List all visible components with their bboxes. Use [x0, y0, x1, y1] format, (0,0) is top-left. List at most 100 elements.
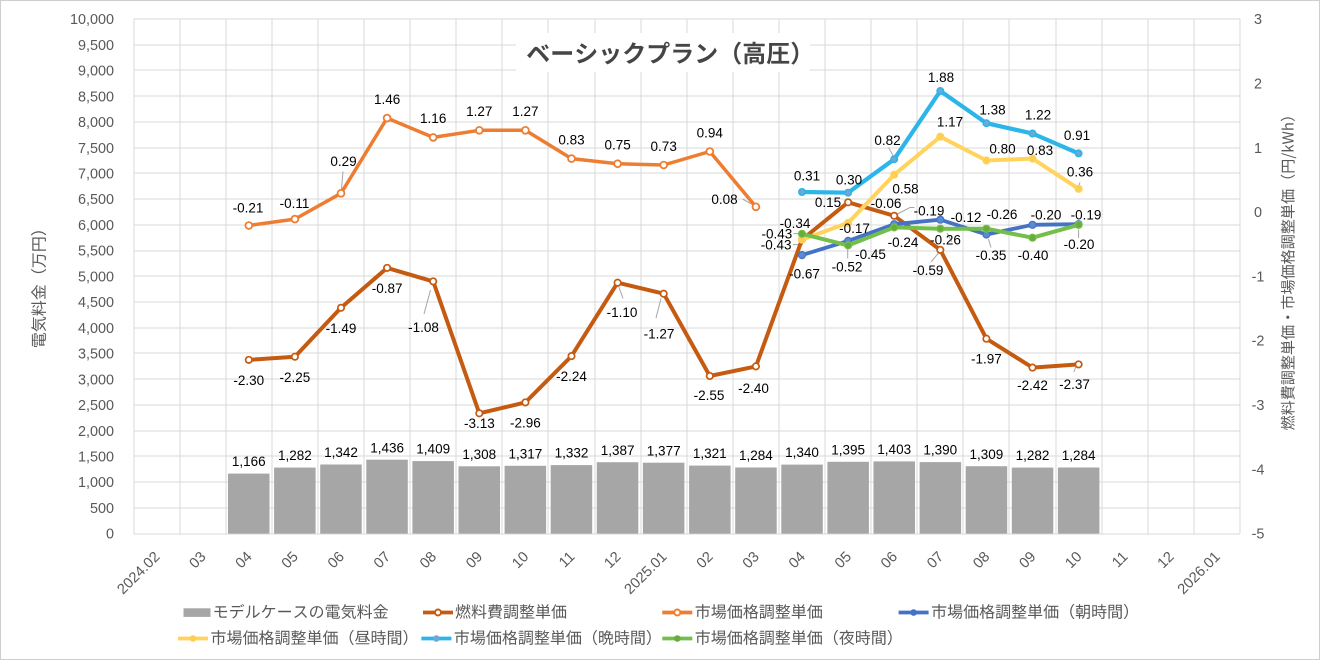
svg-text:9,500: 9,500	[78, 38, 114, 54]
svg-text:-0.17: -0.17	[839, 221, 870, 236]
svg-text:-1.10: -1.10	[607, 305, 638, 320]
svg-text:500: 500	[90, 501, 114, 517]
svg-text:1.46: 1.46	[374, 92, 400, 107]
svg-text:1,282: 1,282	[1016, 448, 1050, 463]
svg-text:0.30: 0.30	[836, 172, 862, 187]
svg-text:0.36: 0.36	[1067, 164, 1093, 179]
svg-text:9,000: 9,000	[78, 64, 114, 80]
svg-text:-0.43: -0.43	[762, 226, 793, 241]
svg-text:-0.19: -0.19	[1071, 207, 1102, 222]
svg-text:0.94: 0.94	[697, 125, 724, 140]
svg-text:-0.59: -0.59	[913, 263, 944, 278]
svg-text:7,000: 7,000	[78, 167, 114, 183]
svg-text:1,409: 1,409	[416, 442, 450, 457]
svg-text:0.08: 0.08	[711, 192, 737, 207]
svg-text:1,395: 1,395	[831, 442, 865, 457]
svg-text:0: 0	[1254, 205, 1262, 221]
svg-text:-1: -1	[1252, 269, 1265, 285]
svg-text:8,000: 8,000	[78, 115, 114, 131]
svg-text:1,284: 1,284	[1062, 448, 1096, 463]
svg-text:-0.19: -0.19	[914, 203, 945, 218]
svg-text:1,309: 1,309	[970, 447, 1004, 462]
svg-text:2: 2	[1254, 76, 1262, 92]
svg-text:-5: -5	[1252, 527, 1265, 543]
svg-text:0.82: 0.82	[874, 133, 900, 148]
svg-text:-0.24: -0.24	[888, 235, 919, 250]
svg-text:-0.11: -0.11	[280, 196, 310, 211]
svg-text:10,000: 10,000	[70, 12, 114, 28]
svg-text:0.58: 0.58	[892, 181, 918, 196]
svg-text:-2.24: -2.24	[556, 369, 587, 384]
svg-text:0: 0	[106, 527, 114, 543]
svg-text:-0.40: -0.40	[1018, 248, 1049, 263]
svg-text:1.17: 1.17	[937, 114, 963, 129]
svg-text:-2.55: -2.55	[694, 388, 725, 403]
svg-text:1,436: 1,436	[370, 440, 404, 455]
svg-text:1,000: 1,000	[78, 475, 114, 491]
svg-text:-0.12: -0.12	[951, 210, 982, 225]
svg-text:4,000: 4,000	[78, 321, 114, 337]
svg-text:-0.06: -0.06	[871, 196, 902, 211]
svg-text:1,317: 1,317	[509, 446, 543, 461]
svg-text:-0.34: -0.34	[780, 216, 811, 231]
svg-text:-0.52: -0.52	[832, 259, 863, 274]
svg-text:1,166: 1,166	[232, 454, 266, 469]
svg-text:1,321: 1,321	[693, 446, 727, 461]
svg-text:7,500: 7,500	[78, 141, 114, 157]
svg-text:0.15: 0.15	[815, 195, 841, 210]
svg-text:-2.42: -2.42	[1017, 378, 1048, 393]
svg-text:0.83: 0.83	[558, 132, 584, 147]
svg-text:-0.43: -0.43	[761, 237, 792, 252]
svg-text:-2: -2	[1252, 334, 1265, 350]
svg-text:5,500: 5,500	[78, 244, 114, 260]
svg-text:8,500: 8,500	[78, 89, 114, 105]
svg-text:-1.27: -1.27	[644, 326, 675, 341]
svg-text:6,500: 6,500	[78, 192, 114, 208]
svg-text:1.88: 1.88	[928, 70, 954, 85]
svg-text:1,377: 1,377	[647, 443, 681, 458]
svg-text:1.16: 1.16	[420, 111, 446, 126]
svg-text:1,387: 1,387	[601, 443, 635, 458]
svg-text:1,500: 1,500	[78, 450, 114, 466]
svg-text:-0.67: -0.67	[789, 266, 820, 281]
svg-text:-3.13: -3.13	[464, 416, 495, 431]
svg-text:-2.37: -2.37	[1059, 377, 1090, 392]
svg-text:2,500: 2,500	[78, 398, 114, 414]
svg-text:-0.35: -0.35	[976, 248, 1007, 263]
svg-text:-0.26: -0.26	[930, 232, 961, 247]
svg-text:-2.30: -2.30	[233, 373, 264, 388]
svg-text:-1.97: -1.97	[971, 352, 1002, 367]
svg-text:-2.40: -2.40	[738, 381, 769, 396]
svg-text:0.80: 0.80	[989, 141, 1015, 156]
svg-text:0.91: 0.91	[1064, 128, 1090, 143]
svg-text:0.83: 0.83	[1027, 143, 1053, 158]
svg-text:3: 3	[1254, 12, 1262, 28]
svg-text:1,332: 1,332	[555, 446, 589, 461]
svg-text:1: 1	[1254, 141, 1262, 157]
svg-text:-0.87: -0.87	[372, 281, 403, 296]
svg-text:-0.21: -0.21	[233, 200, 264, 215]
svg-text:2,000: 2,000	[78, 424, 114, 440]
svg-text:1.27: 1.27	[466, 104, 492, 119]
svg-text:1,340: 1,340	[785, 445, 819, 460]
svg-text:3,500: 3,500	[78, 347, 114, 363]
svg-text:0.73: 0.73	[651, 139, 677, 154]
svg-text:-2.25: -2.25	[280, 370, 311, 385]
svg-text:3,000: 3,000	[78, 372, 114, 388]
svg-text:6,000: 6,000	[78, 218, 114, 234]
svg-text:1,284: 1,284	[739, 448, 773, 463]
svg-text:-1.08: -1.08	[408, 320, 439, 335]
svg-text:1,282: 1,282	[278, 448, 312, 463]
svg-text:-4: -4	[1252, 462, 1265, 478]
svg-text:0.75: 0.75	[604, 138, 630, 153]
svg-text:-0.20: -0.20	[1064, 237, 1095, 252]
svg-text:1,342: 1,342	[324, 445, 358, 460]
svg-text:0.29: 0.29	[330, 154, 356, 169]
svg-text:1.27: 1.27	[512, 104, 538, 119]
svg-text:-2.96: -2.96	[510, 416, 541, 431]
svg-text:4,500: 4,500	[78, 295, 114, 311]
svg-text:-3: -3	[1252, 398, 1265, 414]
svg-text:1.38: 1.38	[979, 102, 1005, 117]
svg-text:1,390: 1,390	[923, 443, 957, 458]
svg-text:1.22: 1.22	[1025, 107, 1051, 122]
